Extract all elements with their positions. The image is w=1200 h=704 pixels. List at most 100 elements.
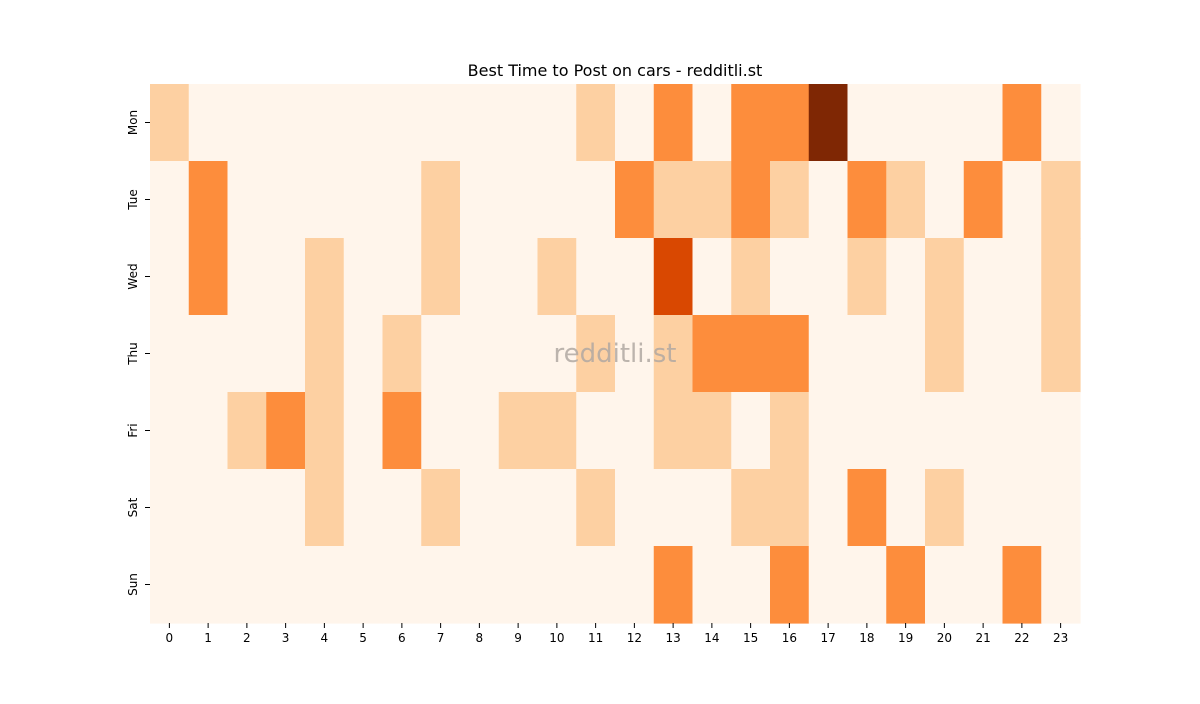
heatmap-cell <box>731 546 771 624</box>
heatmap-cell <box>808 84 849 162</box>
chart-title: Best Time to Post on cars - redditli.st <box>468 61 763 80</box>
heatmap-cell <box>963 392 1004 470</box>
heatmap-cell <box>886 546 926 624</box>
heatmap-cell <box>150 392 190 470</box>
heatmap-cell <box>692 238 732 316</box>
x-tick-label: 6 <box>398 631 406 645</box>
y-tick-label: Mon <box>126 110 140 135</box>
heatmap-cell <box>227 161 267 239</box>
heatmap-cell <box>925 161 965 239</box>
heatmap-cell <box>188 546 229 624</box>
heatmap-cell <box>305 315 345 393</box>
x-tick-label: 3 <box>282 631 290 645</box>
heatmap-cell <box>1041 238 1081 316</box>
heatmap-cell <box>305 238 345 316</box>
heatmap-cell <box>847 161 887 239</box>
heatmap-cell <box>460 84 500 162</box>
heatmap-cell <box>150 84 190 162</box>
heatmap-cell <box>692 469 732 547</box>
heatmap-cell <box>188 469 229 547</box>
heatmap-cell <box>227 546 267 624</box>
heatmap-cell <box>266 238 306 316</box>
heatmap-cell <box>615 161 655 239</box>
heatmap-cell <box>731 238 771 316</box>
heatmap-cell <box>770 546 810 624</box>
heatmap-cell <box>808 392 849 470</box>
heatmap-cell <box>731 469 771 547</box>
heatmap-cell <box>963 84 1004 162</box>
heatmap-cell <box>1041 546 1081 624</box>
heatmap-cell <box>770 84 810 162</box>
heatmap-cell <box>188 84 229 162</box>
heatmap-cell <box>150 238 190 316</box>
heatmap-cell <box>266 546 306 624</box>
heatmap-cell <box>770 392 810 470</box>
heatmap-cell <box>615 392 655 470</box>
x-tick-label: 1 <box>204 631 212 645</box>
heatmap-cell <box>653 546 694 624</box>
heatmap-cell <box>615 469 655 547</box>
heatmap-cell <box>963 315 1004 393</box>
heatmap-cell <box>266 315 306 393</box>
heatmap-cell <box>150 469 190 547</box>
heatmap-cell <box>692 392 732 470</box>
heatmap-cell <box>1041 392 1081 470</box>
heatmap-cell <box>886 392 926 470</box>
heatmap-cell <box>227 84 267 162</box>
heatmap-cell <box>576 84 616 162</box>
heatmap-cell <box>421 469 461 547</box>
heatmap-cell <box>266 84 306 162</box>
heatmap-cell <box>150 315 190 393</box>
heatmap-cell <box>731 84 771 162</box>
heatmap-cell <box>343 238 384 316</box>
heatmap-cell <box>382 546 422 624</box>
x-tick-label: 2 <box>243 631 251 645</box>
heatmap-cell <box>266 469 306 547</box>
heatmap-cell <box>382 315 422 393</box>
heatmap-cell <box>382 238 422 316</box>
heatmap-cell <box>963 238 1004 316</box>
heatmap-cell <box>731 392 771 470</box>
heatmap-cell <box>615 238 655 316</box>
heatmap-cell <box>1002 161 1042 239</box>
y-tick-label: Tue <box>126 189 140 211</box>
heatmap-cell <box>925 546 965 624</box>
heatmap-cell <box>886 84 926 162</box>
heatmap-cell <box>1041 161 1081 239</box>
y-tick-label: Wed <box>126 263 140 289</box>
heatmap-cell <box>537 392 577 470</box>
heatmap-cell <box>305 84 345 162</box>
heatmap-cell <box>925 238 965 316</box>
heatmap-cell <box>460 546 500 624</box>
x-tick-label: 12 <box>627 631 642 645</box>
heatmap-cell <box>537 161 577 239</box>
heatmap-cell <box>537 315 577 393</box>
heatmap-cell <box>653 315 694 393</box>
x-tick-label: 16 <box>782 631 797 645</box>
heatmap-cell <box>421 84 461 162</box>
heatmap-cell <box>963 469 1004 547</box>
heatmap-cell <box>227 238 267 316</box>
heatmap-cell <box>266 161 306 239</box>
heatmap-cells <box>150 84 1081 624</box>
heatmap-cell <box>1041 469 1081 547</box>
x-tick-label: 17 <box>820 631 835 645</box>
heatmap-cell <box>615 315 655 393</box>
heatmap-cell <box>770 469 810 547</box>
heatmap-cell <box>343 84 384 162</box>
heatmap-cell <box>382 161 422 239</box>
heatmap-cell <box>1002 84 1042 162</box>
heatmap-cell <box>653 161 694 239</box>
heatmap-cell <box>886 238 926 316</box>
heatmap-cell <box>1002 546 1042 624</box>
heatmap-cell <box>847 84 887 162</box>
x-tick-label: 22 <box>1014 631 1029 645</box>
heatmap-cell <box>188 238 229 316</box>
heatmap-cell <box>692 161 732 239</box>
heatmap-cell <box>847 546 887 624</box>
heatmap-cell <box>692 84 732 162</box>
heatmap-cell <box>731 315 771 393</box>
heatmap-cell <box>343 315 384 393</box>
x-tick-label: 5 <box>359 631 367 645</box>
